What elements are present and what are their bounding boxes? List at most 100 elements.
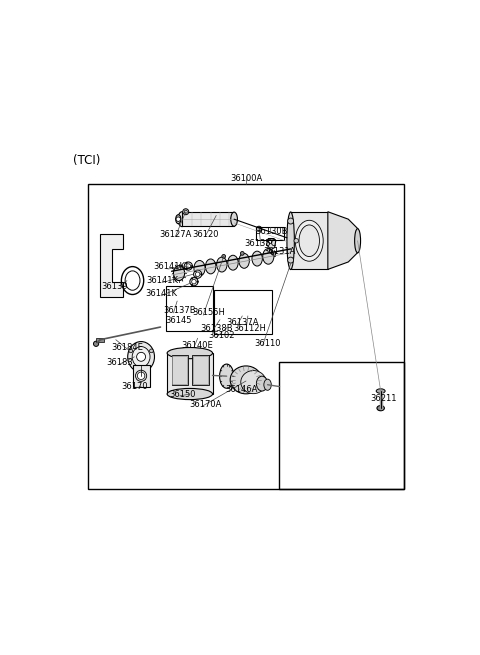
Polygon shape xyxy=(100,234,123,297)
Ellipse shape xyxy=(167,348,213,359)
Ellipse shape xyxy=(263,248,274,264)
Circle shape xyxy=(192,278,193,279)
Polygon shape xyxy=(328,212,358,269)
Text: 36145: 36145 xyxy=(165,316,192,325)
Ellipse shape xyxy=(194,261,205,276)
Text: 36138B: 36138B xyxy=(200,324,232,333)
Circle shape xyxy=(240,252,244,255)
Circle shape xyxy=(94,341,99,346)
Bar xyxy=(132,365,150,386)
Text: 36155H: 36155H xyxy=(192,309,225,318)
Ellipse shape xyxy=(230,366,262,394)
Text: 36140E: 36140E xyxy=(182,341,214,350)
Circle shape xyxy=(195,271,196,272)
Text: 36135C: 36135C xyxy=(245,239,277,248)
Bar xyxy=(279,362,404,489)
Ellipse shape xyxy=(128,341,155,372)
Circle shape xyxy=(288,218,294,224)
Ellipse shape xyxy=(205,259,216,274)
Ellipse shape xyxy=(239,253,249,269)
Ellipse shape xyxy=(184,262,192,270)
Text: 36141K: 36141K xyxy=(146,276,178,285)
Circle shape xyxy=(192,284,193,286)
Bar xyxy=(192,355,209,384)
Circle shape xyxy=(192,280,196,284)
Circle shape xyxy=(195,276,196,278)
Bar xyxy=(96,338,104,342)
Text: 36183: 36183 xyxy=(106,358,133,367)
Ellipse shape xyxy=(252,251,263,266)
Text: 36139: 36139 xyxy=(102,282,128,291)
Ellipse shape xyxy=(125,271,140,290)
Ellipse shape xyxy=(287,212,294,270)
Ellipse shape xyxy=(193,270,202,278)
Circle shape xyxy=(184,210,187,214)
Circle shape xyxy=(197,281,198,282)
Text: 36211: 36211 xyxy=(371,394,397,403)
Ellipse shape xyxy=(264,379,271,390)
Circle shape xyxy=(142,367,145,370)
Polygon shape xyxy=(266,238,276,250)
Circle shape xyxy=(288,257,294,263)
Ellipse shape xyxy=(299,225,320,257)
Text: 36184E: 36184E xyxy=(112,343,144,352)
Circle shape xyxy=(195,272,200,276)
Bar xyxy=(88,184,404,489)
Ellipse shape xyxy=(176,215,181,223)
Circle shape xyxy=(186,264,191,269)
Circle shape xyxy=(294,238,299,243)
Text: 36100A: 36100A xyxy=(230,174,262,183)
Text: 36120: 36120 xyxy=(192,229,218,238)
Text: 36137B: 36137B xyxy=(164,306,196,315)
Circle shape xyxy=(150,349,153,353)
Polygon shape xyxy=(290,212,328,269)
Text: 36110: 36110 xyxy=(254,339,281,348)
Ellipse shape xyxy=(167,388,213,400)
Ellipse shape xyxy=(135,370,147,381)
Ellipse shape xyxy=(256,376,267,391)
Text: 36170: 36170 xyxy=(121,382,148,391)
Ellipse shape xyxy=(377,405,384,411)
Circle shape xyxy=(268,240,272,244)
Polygon shape xyxy=(167,353,213,394)
Circle shape xyxy=(222,255,226,258)
Text: 36130B: 36130B xyxy=(256,227,288,236)
Text: 36131A: 36131A xyxy=(264,248,296,256)
Text: 36112H: 36112H xyxy=(233,324,266,333)
Ellipse shape xyxy=(219,364,234,388)
Circle shape xyxy=(137,352,145,362)
Circle shape xyxy=(201,274,202,275)
Text: 36127A: 36127A xyxy=(159,229,192,238)
Ellipse shape xyxy=(216,257,227,272)
Text: 36141K: 36141K xyxy=(154,262,186,271)
Bar xyxy=(172,356,187,384)
Bar xyxy=(172,355,188,384)
Circle shape xyxy=(129,349,132,353)
Circle shape xyxy=(192,265,193,267)
Text: 36146A: 36146A xyxy=(225,385,258,394)
Ellipse shape xyxy=(355,229,360,253)
Text: (TCI): (TCI) xyxy=(73,154,100,167)
Polygon shape xyxy=(182,212,234,226)
Ellipse shape xyxy=(231,212,238,226)
Text: 36102: 36102 xyxy=(208,331,234,340)
Text: 36150: 36150 xyxy=(169,390,196,398)
Bar xyxy=(166,286,213,331)
Ellipse shape xyxy=(241,371,266,394)
Circle shape xyxy=(256,226,262,231)
Bar xyxy=(215,290,272,335)
Ellipse shape xyxy=(178,212,186,227)
Ellipse shape xyxy=(376,389,385,393)
Bar xyxy=(193,356,208,384)
Circle shape xyxy=(186,269,187,270)
Circle shape xyxy=(176,217,180,221)
Text: 36141K: 36141K xyxy=(145,289,177,298)
Text: 36137A: 36137A xyxy=(227,318,259,327)
Ellipse shape xyxy=(190,278,198,286)
Circle shape xyxy=(186,262,187,263)
Circle shape xyxy=(141,365,147,371)
Ellipse shape xyxy=(295,220,323,261)
Ellipse shape xyxy=(173,266,185,280)
Circle shape xyxy=(183,209,189,215)
Circle shape xyxy=(137,372,145,379)
